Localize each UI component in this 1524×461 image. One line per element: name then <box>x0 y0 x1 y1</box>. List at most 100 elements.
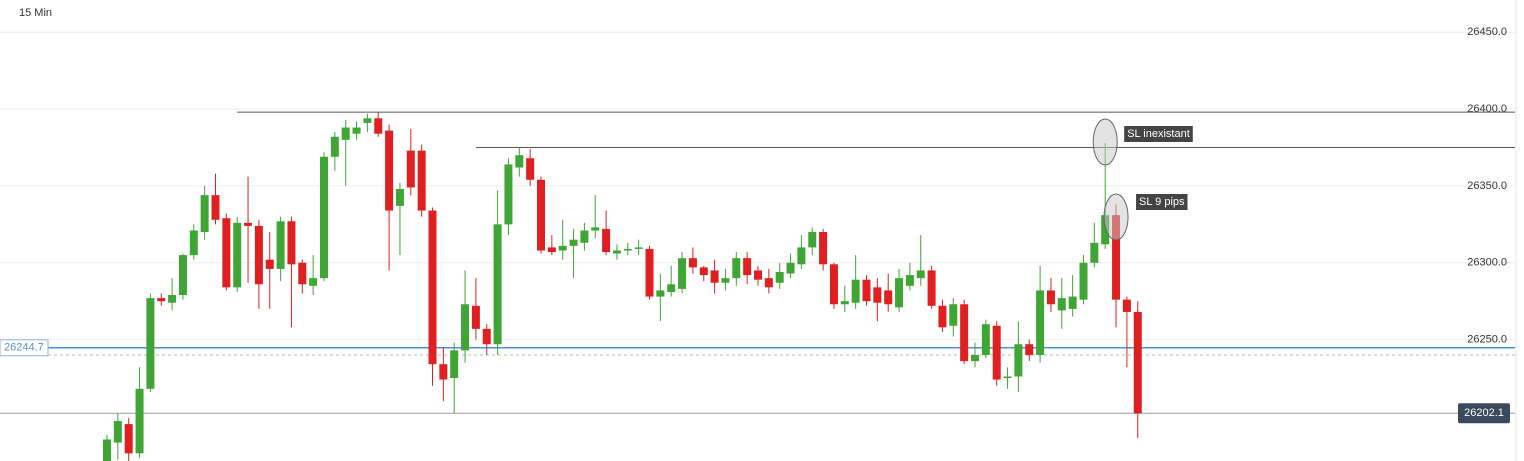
candle-body <box>1112 215 1121 300</box>
chart-title: 15 Min <box>19 7 52 19</box>
candle-body <box>309 278 318 286</box>
y-tick-label: 26250.0 <box>1467 334 1507 346</box>
candle-body <box>797 247 806 265</box>
annotation-box <box>1136 194 1188 210</box>
candle-body <box>569 239 578 246</box>
candle-body <box>1122 299 1131 312</box>
candle-body <box>721 278 730 283</box>
candle-body <box>265 259 274 269</box>
last-label-box <box>1458 403 1510 424</box>
y-tick-label: 26450.0 <box>1467 26 1507 38</box>
candle-body <box>895 278 904 308</box>
candle-body <box>526 158 535 180</box>
candle-body <box>168 295 177 303</box>
candle-body <box>1036 290 1045 355</box>
candle-body <box>276 221 285 269</box>
candle-body <box>971 354 979 362</box>
candle-body <box>602 228 611 253</box>
candle-body <box>439 364 448 380</box>
annotation-circle <box>1103 193 1129 241</box>
candle-body <box>157 298 166 302</box>
candle-body <box>743 258 752 276</box>
candle-body <box>450 350 459 379</box>
candle-body <box>124 424 133 454</box>
annotation-circle <box>1092 118 1118 166</box>
candle-body <box>873 287 882 303</box>
candle-body <box>710 270 719 283</box>
candle-body <box>1014 344 1023 377</box>
candle-body <box>428 210 437 365</box>
candle-body <box>580 230 589 243</box>
candle-body <box>786 262 795 274</box>
annotation-text: SL 9 pips <box>1139 196 1185 208</box>
candle-body <box>558 245 567 251</box>
candle-body <box>678 258 687 289</box>
candle-body <box>1079 262 1088 300</box>
candle-body <box>406 150 415 188</box>
candle-body <box>884 290 893 305</box>
candle-body <box>992 325 1001 380</box>
candle-body <box>1025 344 1034 355</box>
candle-body <box>591 227 600 231</box>
candle-body <box>547 247 556 253</box>
candle-body <box>851 279 860 303</box>
annotation-box <box>1124 126 1193 142</box>
candle-body <box>1068 296 1077 309</box>
candle-body <box>330 136 339 157</box>
candle-body <box>146 298 155 389</box>
candle-body <box>113 421 122 443</box>
candle-body <box>1057 298 1066 311</box>
candle-body <box>775 271 784 283</box>
y-tick-label: 26350.0 <box>1467 180 1507 192</box>
bid-label: 26244.7 <box>4 342 44 354</box>
candle-body <box>1090 242 1099 263</box>
candle-body <box>808 232 817 248</box>
candle-body <box>656 290 665 297</box>
candle-body <box>754 270 762 280</box>
candle-body <box>515 155 524 168</box>
candle-body <box>254 225 263 285</box>
candle-body <box>537 179 545 251</box>
candle-body <box>395 189 404 206</box>
candle-body <box>244 222 253 226</box>
y-tick-label: 26300.0 <box>1467 257 1507 269</box>
candle-body <box>645 248 654 297</box>
candle-body <box>320 156 328 279</box>
last-label: 26202.1 <box>1464 407 1504 419</box>
candle-body <box>233 222 242 288</box>
candle-body <box>938 305 947 328</box>
candle-body <box>417 150 426 211</box>
candle-body <box>612 250 621 254</box>
candle-body <box>211 195 220 220</box>
candle-body <box>699 267 708 276</box>
candle-body <box>287 221 296 265</box>
candle-body <box>862 279 871 302</box>
y-tick-label: 26400.0 <box>1467 103 1507 115</box>
candle-body <box>1003 376 1012 379</box>
candle-body <box>341 127 350 140</box>
annotation-text: SL inexistant <box>1127 128 1190 140</box>
candle-body <box>471 305 480 329</box>
bid-label-box <box>0 339 49 357</box>
candle-body <box>732 258 741 279</box>
candle-body <box>189 230 198 256</box>
candle-body <box>374 118 383 134</box>
candle-body <box>385 130 394 211</box>
candle-body <box>949 304 958 326</box>
candle-body <box>363 118 372 123</box>
candle-body <box>905 275 914 286</box>
candle-body <box>222 218 231 288</box>
candle-body <box>829 264 838 305</box>
candle-body <box>103 439 111 461</box>
candle-body <box>135 388 144 454</box>
candle-body <box>667 284 676 292</box>
candle-body <box>298 262 307 285</box>
candle-body <box>623 248 632 251</box>
candle-body <box>960 304 969 362</box>
candle-body <box>840 301 849 305</box>
candle-body <box>819 232 828 265</box>
candle-body <box>482 328 491 345</box>
candle-body <box>178 255 187 296</box>
